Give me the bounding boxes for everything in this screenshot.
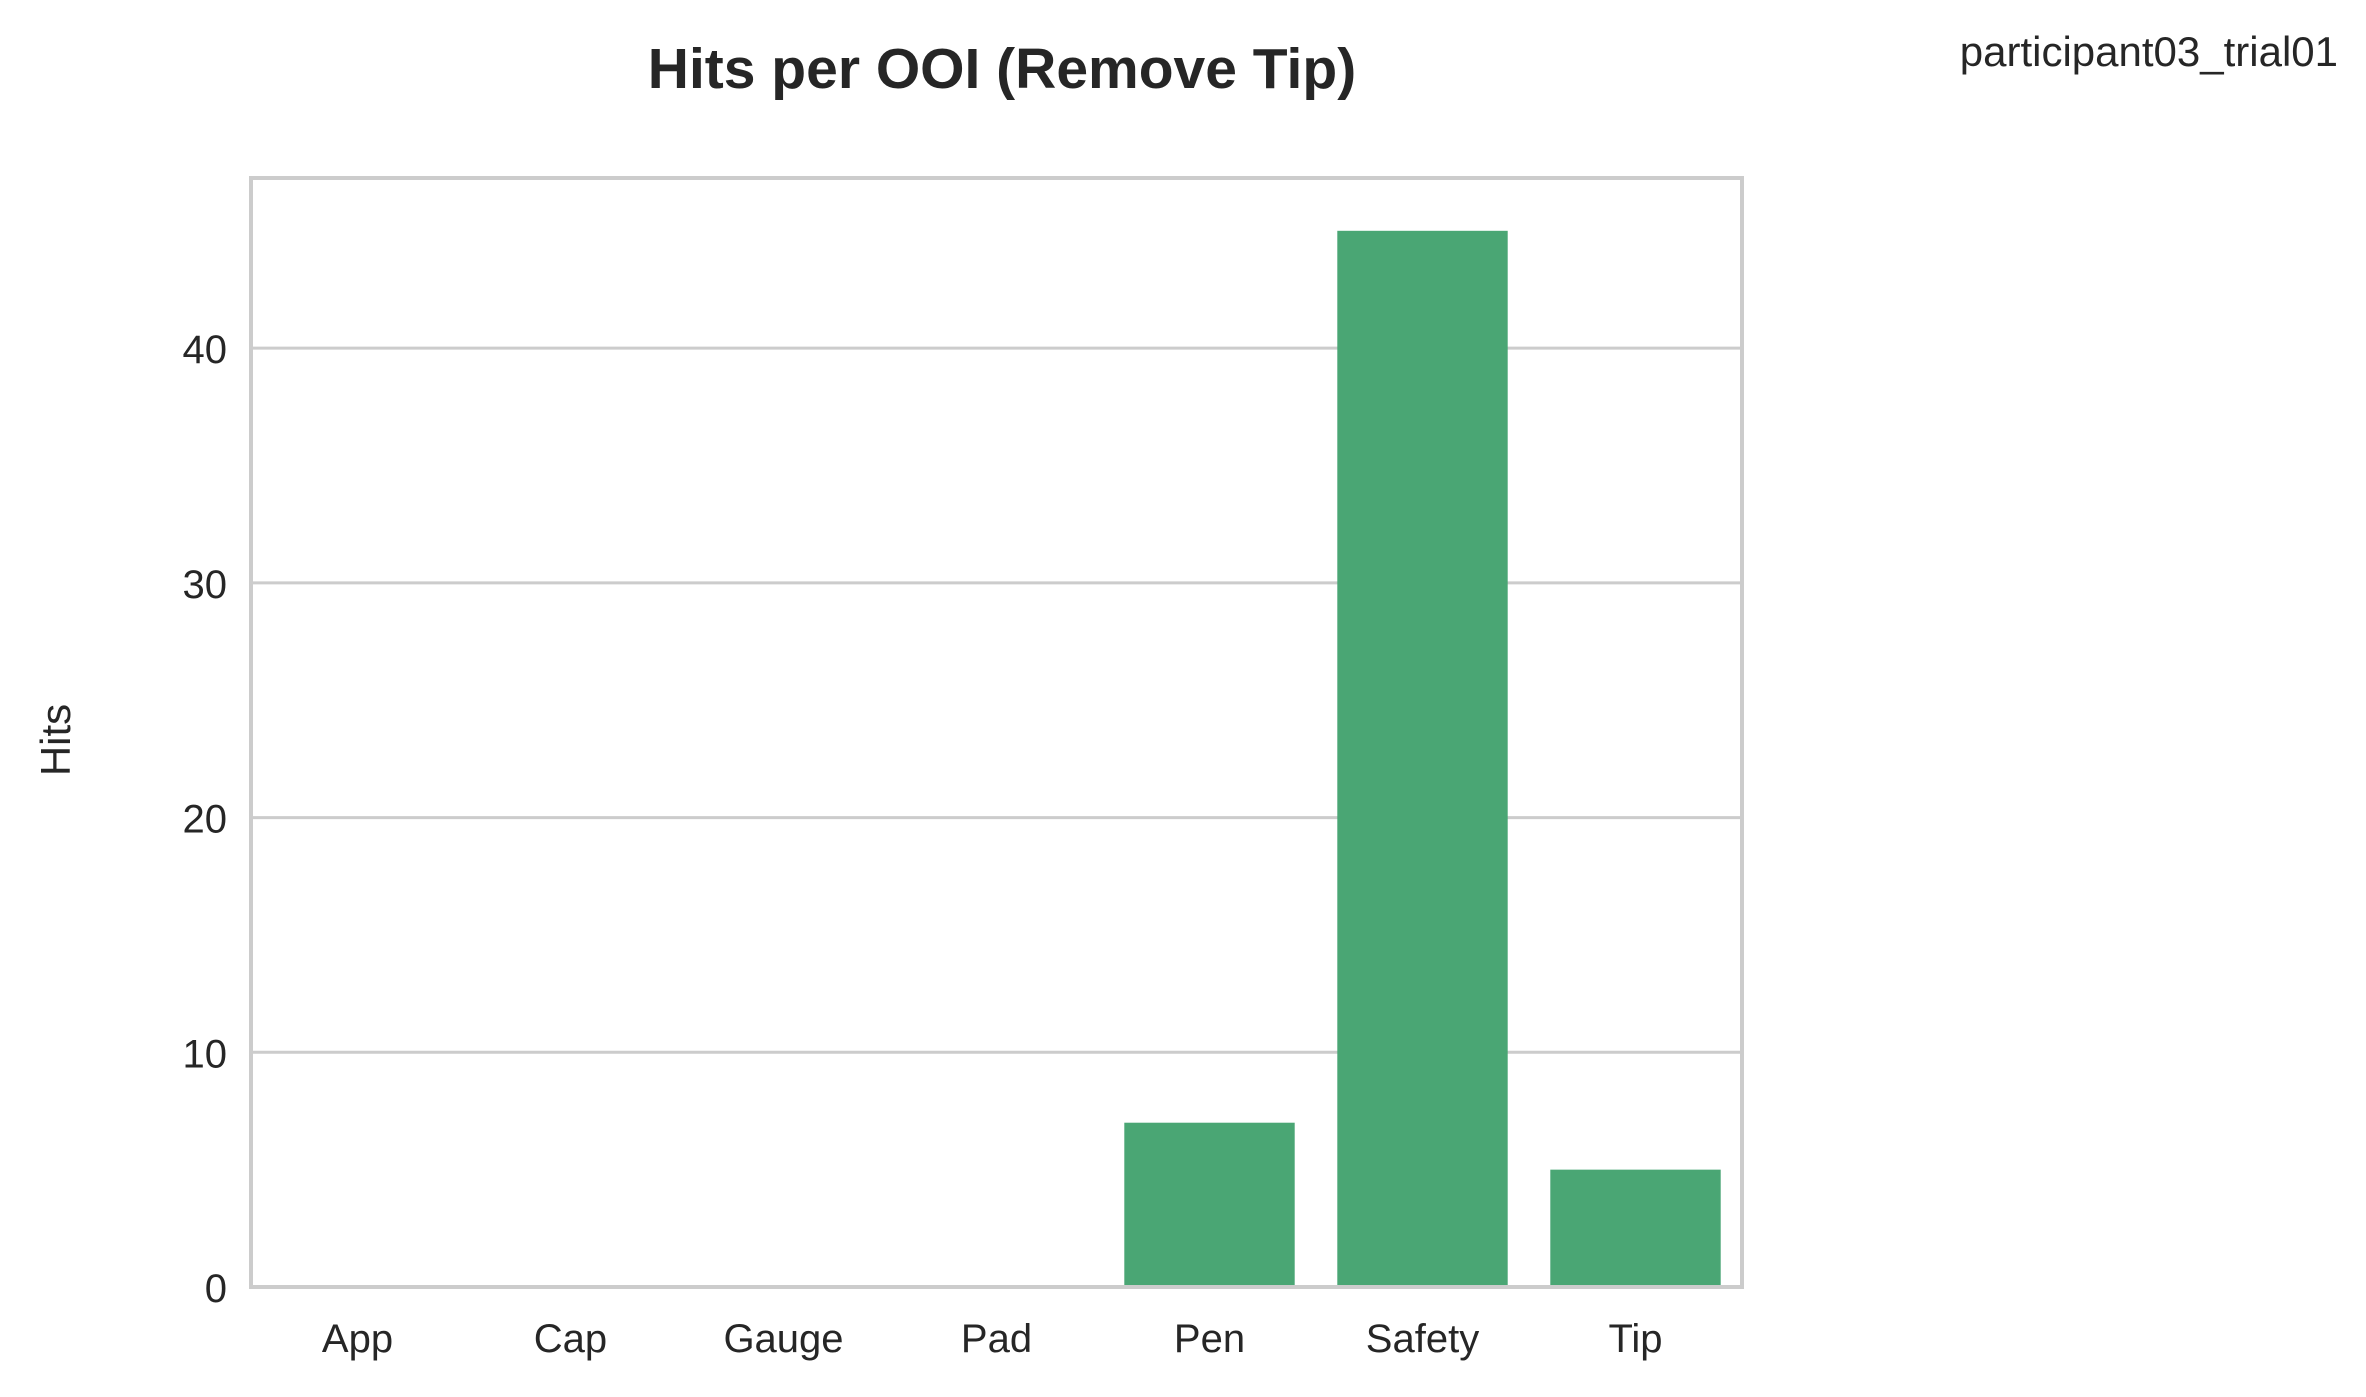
bar-safety [1337, 230, 1508, 1287]
gridlines [251, 346, 1742, 1289]
y-tick-label: 10 [183, 1032, 228, 1076]
bar-pen [1124, 1122, 1295, 1287]
plot-frame [249, 176, 1744, 1289]
x-tick-label-app: App [322, 1317, 393, 1361]
x-tick-label-cap: Cap [534, 1317, 607, 1361]
y-tick-label: 20 [183, 798, 228, 842]
y-axis-label: Hits [32, 704, 79, 776]
chart-title: Hits per OOI (Remove Tip) [648, 37, 1356, 101]
x-tick-labels: App Cap Gauge Pad Pen Safety Tip [322, 1317, 1663, 1361]
x-tick-label-tip: Tip [1608, 1317, 1662, 1361]
y-tick-label: 40 [183, 328, 228, 372]
x-tick-label-pad: Pad [961, 1317, 1032, 1361]
bar-tip [1550, 1169, 1721, 1287]
trial-id-label: participant03_trial01 [1960, 28, 2338, 75]
bars [1124, 230, 1721, 1287]
x-tick-label-gauge: Gauge [723, 1317, 843, 1361]
y-tick-labels: 0 10 20 30 40 [183, 328, 228, 1311]
y-tick-label: 0 [205, 1267, 227, 1311]
x-tick-label-pen: Pen [1174, 1317, 1245, 1361]
y-tick-label: 30 [183, 563, 228, 607]
x-tick-label-safety: Safety [1366, 1317, 1479, 1361]
